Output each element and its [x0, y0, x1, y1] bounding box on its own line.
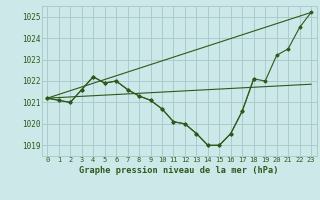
X-axis label: Graphe pression niveau de la mer (hPa): Graphe pression niveau de la mer (hPa)	[79, 166, 279, 175]
